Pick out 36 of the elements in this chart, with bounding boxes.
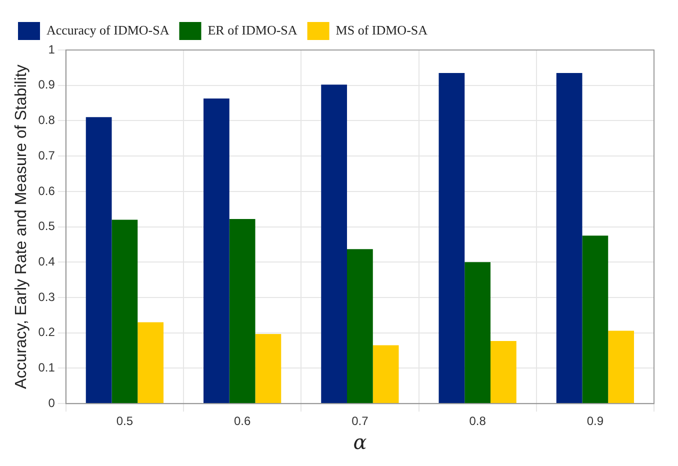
y-tick-label: 0.9: [38, 78, 56, 92]
bar: [464, 262, 491, 404]
bar: [321, 84, 347, 404]
legend-label: MS of IDMO-SA: [336, 22, 428, 38]
x-tick-label: 0.9: [586, 414, 604, 428]
bar: [86, 117, 112, 404]
y-tick-label: 0.7: [38, 148, 56, 162]
y-tick-label: 0.1: [38, 360, 56, 375]
y-tick-label: 1: [48, 42, 56, 56]
bar: [347, 249, 373, 404]
x-tick-label: 0.5: [116, 414, 134, 428]
y-tick-label: 0.2: [38, 325, 56, 340]
y-tick-label: 0.8: [38, 113, 56, 128]
x-tick-label: 0.7: [352, 414, 369, 428]
y-tick-label: 0: [48, 396, 56, 410]
bar: [204, 98, 230, 404]
legend-label: Accuracy of IDMO-SA: [46, 22, 170, 38]
y-tick-label: 0.3: [38, 290, 56, 304]
bar: [229, 219, 256, 404]
y-tick-label: 0.5: [38, 219, 56, 234]
bar: [112, 220, 138, 404]
bar: [556, 72, 582, 404]
bar: [490, 341, 516, 404]
bar: [438, 72, 465, 404]
x-axis-title: α: [353, 430, 368, 454]
x-tick-label: 0.6: [234, 414, 251, 428]
legend-label: ER of IDMO-SA: [208, 22, 298, 38]
bar: [138, 322, 164, 404]
y-tick-label: 0.4: [38, 254, 56, 268]
x-tick-label: 0.8: [469, 414, 486, 428]
bar: [582, 236, 608, 404]
y-tick-label: 0.6: [38, 184, 56, 198]
bar: [372, 345, 399, 404]
bar: [255, 334, 282, 404]
y-axis-title: Accuracy, Early Rate and Measure of Stability: [13, 64, 30, 389]
bar: [608, 330, 634, 404]
